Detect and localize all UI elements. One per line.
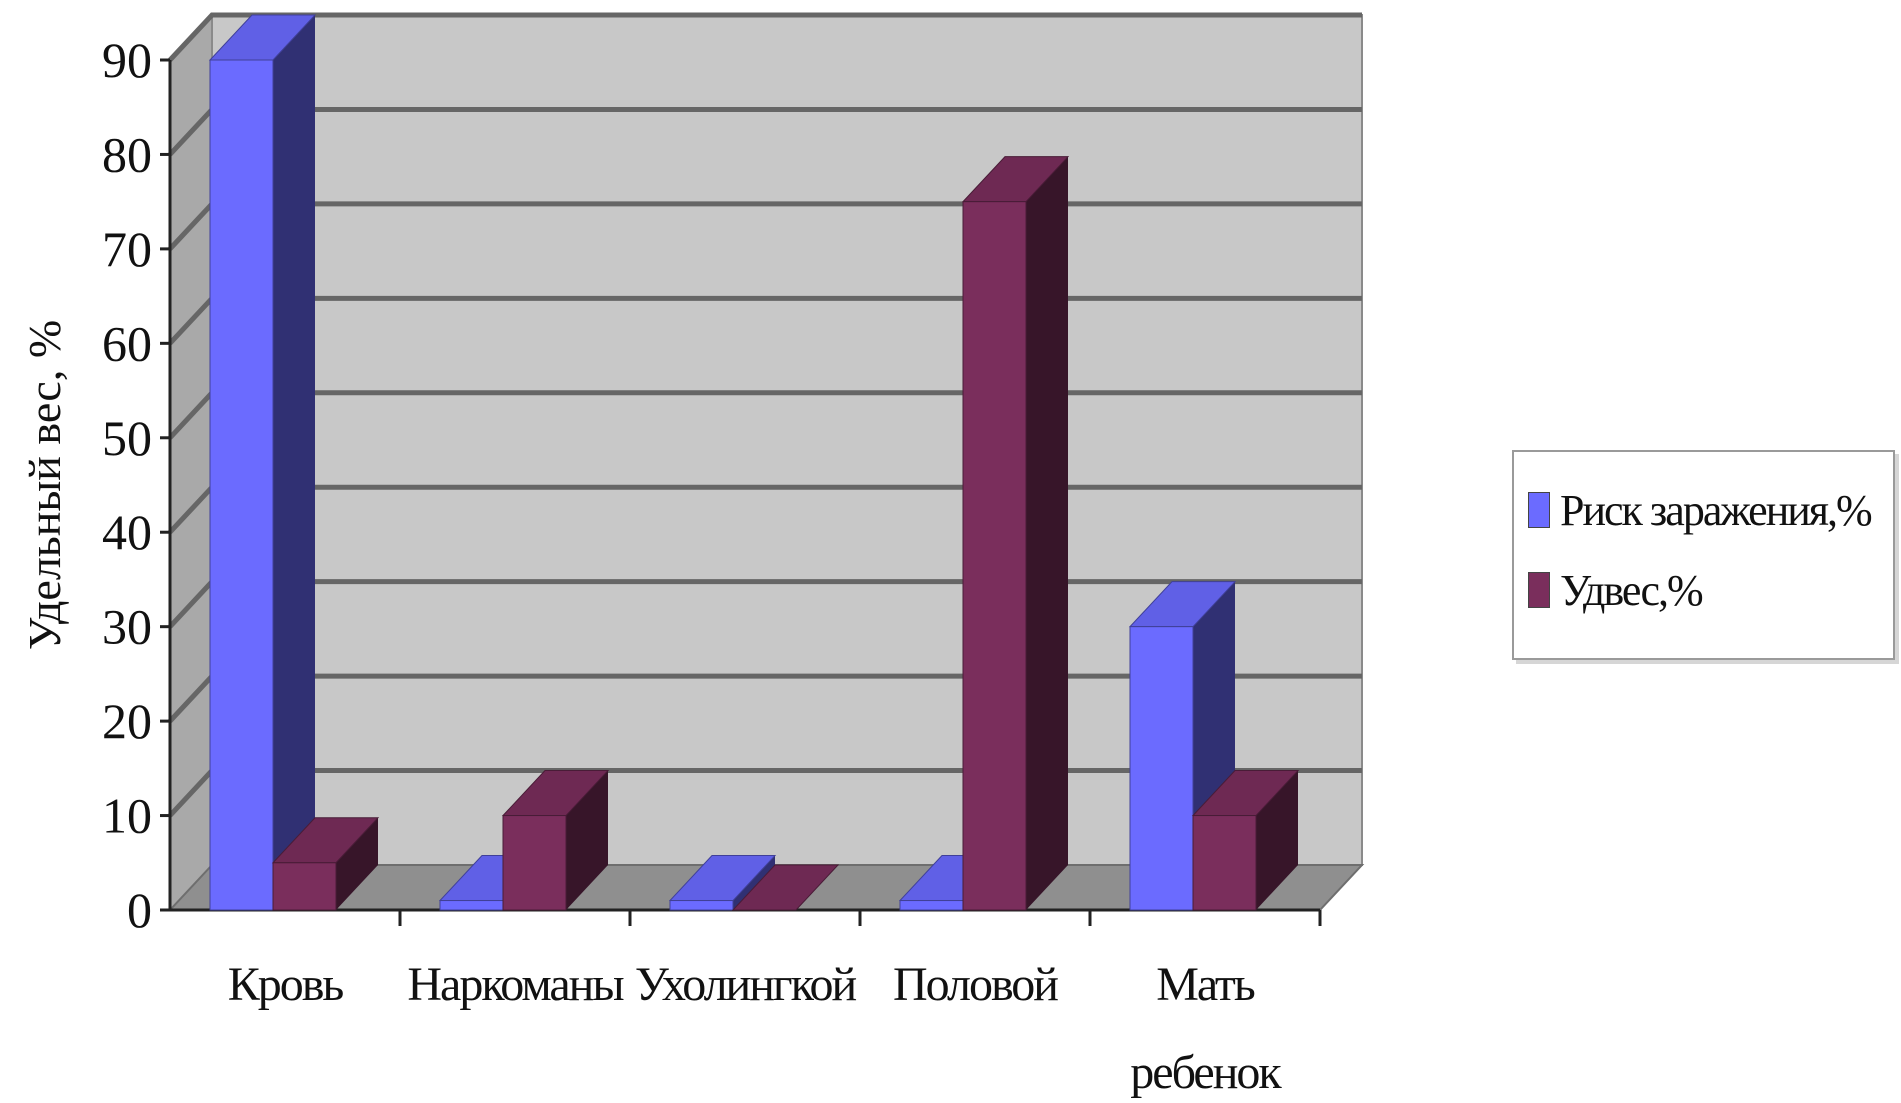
bar-risk [669, 900, 734, 911]
x-tick-label: Половой [893, 958, 1058, 1011]
legend-swatch-risk [1528, 492, 1550, 528]
bar-side-share [336, 817, 378, 910]
gridline [168, 12, 1362, 62]
bar-risk [899, 900, 964, 911]
bar-share [502, 815, 567, 911]
y-axis-title: Удельный вес, % [19, 320, 70, 650]
bar-side-share [566, 770, 608, 910]
x-tick-label: Ухолингкой [635, 958, 857, 1011]
x-tick-label: Наркоманы [407, 958, 624, 1011]
x-tick-label: Кровь [228, 958, 344, 1011]
x-tick-label: Мать [1156, 958, 1255, 1011]
y-tick-label: 50 [102, 410, 152, 466]
bar-share [1192, 815, 1257, 911]
bar-risk [439, 900, 504, 911]
bar-share [962, 201, 1027, 911]
y-tick-label: 30 [102, 599, 152, 655]
legend-label-risk: Риск заражения,% [1560, 485, 1873, 535]
bar-side-risk [273, 15, 315, 910]
legend: Риск заражения,% Удвес,% [1512, 450, 1895, 660]
x-tick-label: ребенок [1130, 1046, 1282, 1099]
legend-entry-risk: Риск заражения,% [1528, 480, 1873, 540]
y-tick-label: 20 [102, 693, 152, 749]
y-tick-label: 40 [102, 504, 152, 560]
bar-share [272, 862, 337, 911]
legend-swatch-share [1528, 572, 1550, 608]
legend-label-share: Удвес,% [1560, 565, 1704, 615]
y-tick-label: 10 [102, 788, 152, 844]
legend-entry-share: Удвес,% [1528, 560, 1704, 620]
y-tick-label: 70 [102, 221, 152, 277]
y-tick-label: 0 [127, 882, 152, 938]
bar-risk [209, 59, 274, 911]
bar-side-risk [733, 855, 775, 910]
bar-top-share [731, 864, 840, 911]
y-tick-label: 80 [102, 126, 152, 182]
bar-side-share [1026, 156, 1068, 910]
y-tick-label: 60 [102, 315, 152, 371]
bar-risk [1129, 626, 1194, 911]
bar-side-share [1256, 770, 1298, 910]
y-tick-label: 90 [102, 32, 152, 88]
